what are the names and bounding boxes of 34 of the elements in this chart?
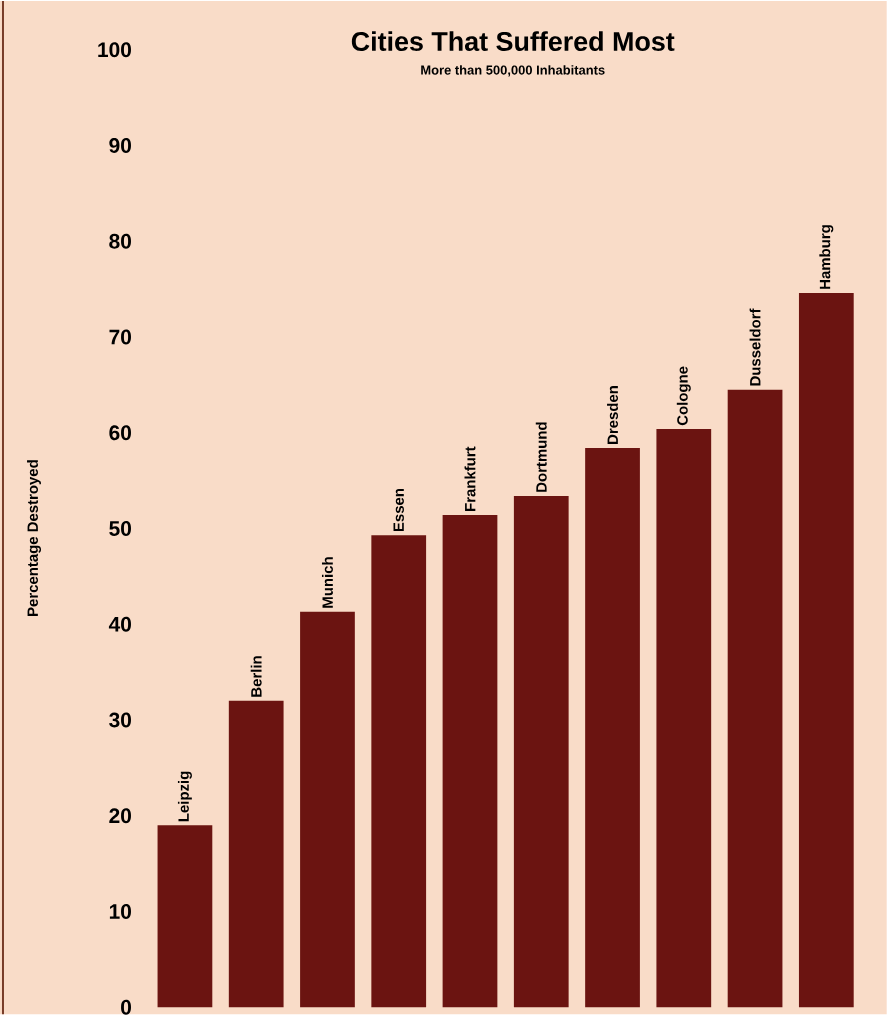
- x-tick-label: Dresden: [607, 386, 619, 444]
- chart-title: Cities That Suffered Most: [351, 31, 675, 52]
- y-tick-label: 30: [109, 712, 132, 728]
- x-tick-label: Munich: [322, 557, 334, 608]
- y-tick-label: 90: [109, 138, 132, 153]
- y-tick-label: 60: [109, 425, 132, 441]
- y-tick-label: 100: [98, 42, 132, 58]
- y-tick-label: 80: [109, 233, 132, 249]
- bar: [300, 611, 355, 1008]
- x-tick-label: Frankfurt: [464, 446, 476, 511]
- y-tick-label: 40: [108, 616, 132, 632]
- text: More than 500,000 Inhabitants: [421, 65, 605, 77]
- bar: [727, 389, 783, 1008]
- y-tick-label: 10: [109, 904, 132, 919]
- bar: [228, 700, 284, 1008]
- y-tick-label: 20: [109, 808, 132, 824]
- x-tick-label: Essen: [393, 488, 405, 532]
- x-tick-label: Hamburg: [819, 225, 834, 289]
- x-tick-label: Dortmund: [535, 422, 547, 492]
- bar: [799, 292, 854, 1008]
- bar: [442, 515, 498, 1008]
- bar: [656, 428, 712, 1008]
- x-tick-label: Dusseldorf: [749, 308, 761, 386]
- bar: [371, 535, 427, 1008]
- y-tick-label: 70: [109, 329, 132, 345]
- x-tick-label: Berlin: [250, 656, 262, 697]
- bar: [585, 448, 640, 1008]
- bar: [157, 825, 213, 1008]
- bar: [513, 495, 569, 1008]
- x-tick-label: Cologne: [676, 366, 691, 426]
- x-tick-label: Leipzig: [178, 771, 193, 822]
- y-tick-label: 50: [109, 521, 132, 536]
- y-axis-title: Percentage Destroyed: [27, 460, 42, 616]
- y-tick-label: 0: [121, 999, 132, 1015]
